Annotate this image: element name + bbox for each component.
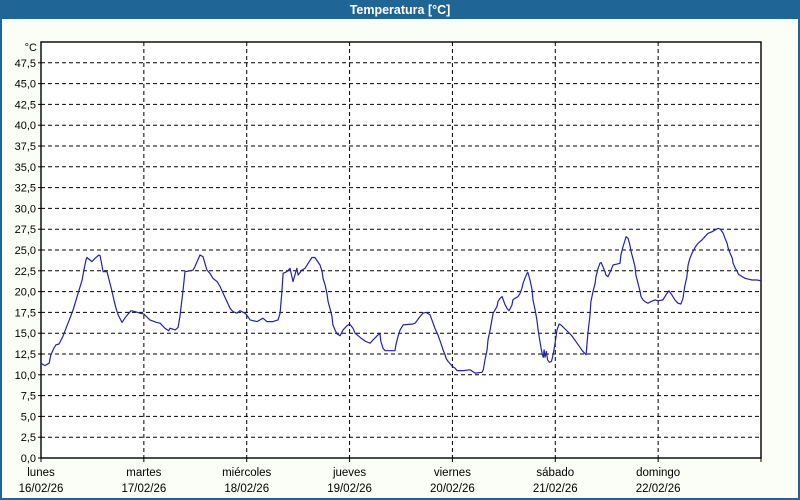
y-tick-label: 45,0	[15, 79, 36, 91]
y-tick-label: 22,5	[15, 266, 36, 278]
date-label: 16/02/26	[19, 483, 64, 495]
y-tick-label: 5,0	[21, 411, 36, 423]
y-tick-label: 7,5	[21, 391, 36, 403]
day-label: domingo	[636, 467, 680, 479]
y-tick-label: 42,5	[15, 99, 36, 111]
y-tick-label: 47,5	[15, 58, 36, 70]
day-label: jueves	[332, 467, 366, 479]
window-title: Temperatura [°C]	[349, 2, 451, 17]
y-tick-label: 30,0	[15, 203, 36, 215]
y-tick-label: 27,5	[15, 224, 36, 236]
y-tick-label: 10,0	[15, 370, 36, 382]
date-label: 20/02/26	[430, 483, 475, 495]
date-label: 18/02/26	[224, 483, 269, 495]
date-label: 19/02/26	[327, 483, 372, 495]
date-label: 21/02/26	[533, 483, 578, 495]
y-axis-unit-label: °C	[25, 42, 37, 54]
y-tick-label: 17,5	[15, 307, 36, 319]
day-label: martes	[126, 467, 161, 479]
y-tick-label: 40,0	[15, 120, 36, 132]
day-label: miércoles	[222, 467, 271, 479]
date-label: 22/02/26	[636, 483, 681, 495]
y-tick-label: 32,5	[15, 183, 36, 195]
day-label: lunes	[27, 467, 55, 479]
y-tick-label: 20,0	[15, 287, 36, 299]
day-label: sábado	[536, 467, 574, 479]
day-label: viernes	[434, 467, 471, 479]
temperature-line	[40, 227, 762, 374]
y-tick-label: 35,0	[15, 162, 36, 174]
y-tick-label: 12,5	[15, 349, 36, 361]
date-label: 17/02/26	[121, 483, 166, 495]
y-tick-label: 37,5	[15, 141, 36, 153]
y-tick-label: 15,0	[15, 328, 36, 340]
y-tick-label: 25,0	[15, 245, 36, 257]
y-tick-label: 0,0	[21, 453, 36, 465]
y-tick-label: 2,5	[21, 432, 36, 444]
titlebar[interactable]: Temperatura [°C]	[0, 0, 800, 19]
